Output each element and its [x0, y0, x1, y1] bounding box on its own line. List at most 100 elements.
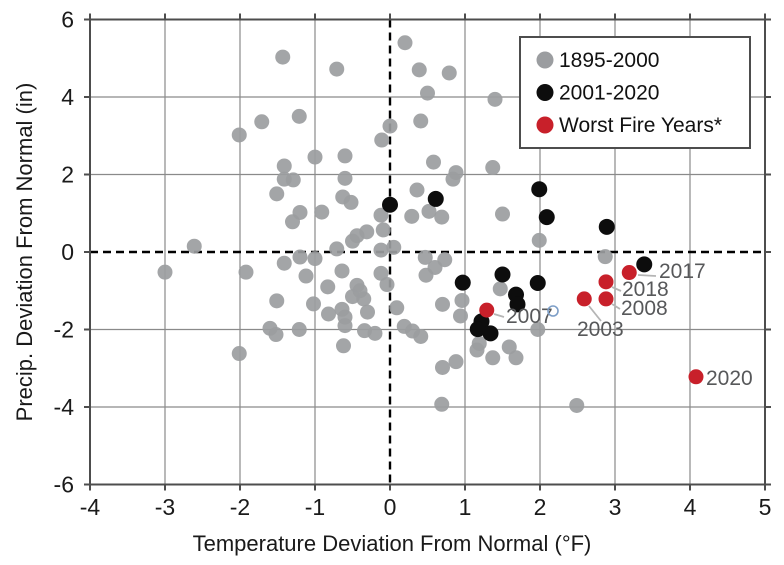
- y-tick-label: 4: [61, 84, 74, 110]
- point-1895-2000: [445, 171, 461, 187]
- point-1895-2000: [597, 249, 613, 265]
- point-1895-2000: [485, 160, 501, 176]
- point-1895-2000: [453, 308, 468, 324]
- point-1895-2000: [373, 242, 389, 258]
- point-1895-2000: [373, 265, 389, 281]
- point-1895-2000: [345, 233, 360, 249]
- point-1895-2000: [314, 204, 330, 220]
- point-2001-2020: [531, 181, 548, 198]
- y-tick-label: 2: [61, 162, 74, 188]
- x-tick-label: -1: [305, 494, 325, 520]
- y-tick-label: -6: [54, 472, 74, 498]
- point-1895-2000: [382, 118, 398, 134]
- point-1895-2000: [329, 61, 345, 77]
- point-1895-2000: [531, 232, 547, 248]
- point-1895-2000: [321, 306, 336, 322]
- legend-marker-2: [536, 84, 554, 101]
- point-1895-2000: [291, 322, 307, 337]
- point-1895-2000: [276, 255, 292, 271]
- point-1895-2000: [417, 249, 433, 265]
- plot-border: [89, 18, 766, 486]
- point-1895-2000: [418, 267, 434, 283]
- point-1895-2000: [292, 249, 308, 265]
- year-label-2020: 2020: [706, 367, 753, 390]
- x-tick-label: 1: [459, 494, 472, 520]
- point-1895-2000: [320, 279, 336, 295]
- point-2001-2020: [494, 266, 511, 283]
- point-1895-2000: [343, 194, 359, 210]
- point-1895-2000: [426, 154, 441, 170]
- point-1895-2000: [397, 35, 413, 51]
- zero-reference-lines: [90, 19, 765, 485]
- year-label-2003: 2003: [577, 318, 624, 341]
- point-2001-2020: [382, 196, 398, 213]
- point-worst-fire-year-2020: [688, 369, 704, 385]
- point-worst-fire-year-2017: [621, 265, 637, 281]
- point-1895-2000: [291, 108, 307, 124]
- leader-line-2017: [637, 274, 657, 277]
- point-1895-2000: [386, 239, 402, 255]
- year-label-2007: 2007: [506, 305, 553, 328]
- point-2001-2020: [469, 321, 486, 338]
- legend-label-3: Worst Fire Years*: [559, 114, 722, 137]
- legend-marker-3: [536, 116, 554, 134]
- point-1895-2000: [454, 292, 470, 308]
- point-1895-2000: [276, 158, 292, 174]
- point-1895-2000: [298, 268, 314, 284]
- y-axis-title: Precip. Deviation From Normal (in): [12, 83, 37, 422]
- point-1895-2000: [469, 342, 485, 358]
- point-1895-2000: [487, 91, 503, 107]
- point-2001-2020: [482, 325, 499, 342]
- point-1895-2000: [404, 208, 420, 224]
- point-1895-2000: [409, 182, 425, 198]
- point-worst-fire-year-2018: [598, 274, 614, 290]
- point-1895-2000: [360, 304, 375, 320]
- point-1895-2000: [269, 293, 285, 309]
- x-tick-label: -3: [155, 494, 175, 520]
- point-1895-2000: [157, 264, 173, 280]
- x-tick-label: -2: [230, 494, 250, 520]
- point-worst-fire-year-2008: [598, 291, 614, 307]
- leader-line-2008: [611, 303, 621, 310]
- legend-label-1: 1895-2000: [559, 49, 659, 72]
- point-worst-fire-year-2007: [479, 302, 495, 318]
- y-tick-label: 0: [61, 239, 74, 265]
- point-1895-2000: [307, 149, 323, 165]
- point-1895-2000: [231, 127, 247, 143]
- point-2001-2020: [454, 274, 471, 291]
- x-tick-label: 5: [759, 494, 772, 520]
- x-tick-label: 0: [384, 494, 397, 520]
- legend-box: [519, 36, 751, 149]
- point-1895-2000: [495, 206, 510, 222]
- year-label-2008: 2008: [621, 297, 668, 320]
- legend-marker-1: [536, 51, 554, 69]
- leader-line-2003: [588, 305, 602, 322]
- point-1895-2000: [337, 170, 353, 186]
- point-1895-2000: [231, 346, 247, 362]
- point-1895-2000: [421, 203, 437, 219]
- point-1895-2000: [285, 214, 300, 230]
- point-1895-2000: [379, 277, 395, 293]
- point-1895-2000: [508, 350, 524, 366]
- point-1895-2000: [411, 62, 427, 78]
- y-tick-label: -4: [54, 394, 75, 420]
- open-circle-marker: [547, 305, 559, 317]
- point-1895-2000: [441, 65, 457, 81]
- year-label-2017: 2017: [659, 260, 706, 283]
- point-1895-2000: [448, 354, 464, 370]
- point-1895-2000: [367, 325, 383, 341]
- x-tick-label: -4: [80, 494, 101, 520]
- legend-label-2: 2001-2020: [559, 82, 659, 105]
- y-tick-label: -2: [54, 317, 74, 343]
- x-tick-label: 3: [609, 494, 622, 520]
- point-1895-2000: [238, 264, 254, 280]
- point-1895-2000: [285, 172, 301, 188]
- point-worst-fire-year-2003: [576, 291, 592, 307]
- point-2001-2020: [538, 209, 555, 226]
- axis-labels: Temperature Deviation From Normal (°F) P…: [12, 83, 591, 556]
- y-tick-label: 6: [61, 7, 74, 33]
- point-2001-2020: [509, 296, 526, 313]
